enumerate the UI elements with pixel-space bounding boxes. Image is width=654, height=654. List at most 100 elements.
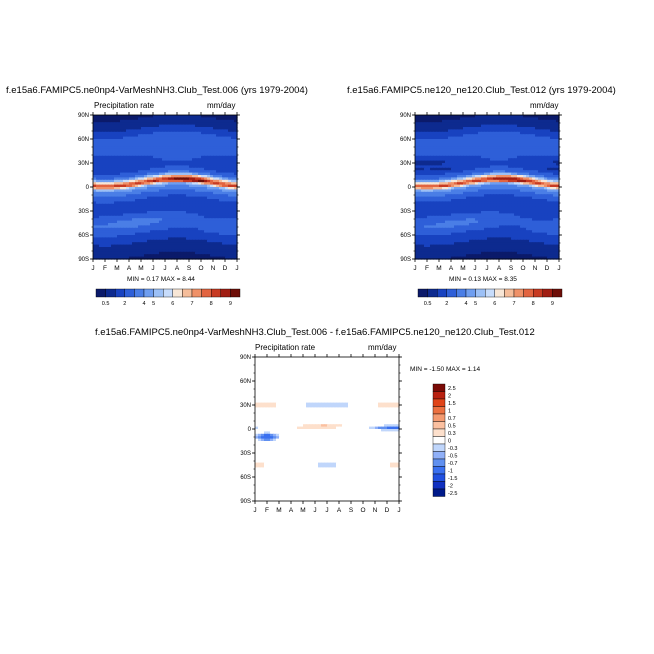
heatmap-cell	[144, 239, 148, 243]
heatmap-cell	[475, 201, 479, 205]
heatmap-cell	[538, 141, 542, 145]
heatmap-cell	[469, 211, 473, 214]
heatmap-cell	[469, 172, 473, 176]
heatmap-cell	[421, 165, 425, 169]
heatmap-cell	[418, 143, 422, 147]
heatmap-cell	[219, 237, 223, 241]
heatmap-cell	[174, 179, 178, 183]
heatmap-cell	[231, 220, 235, 224]
heatmap-cell	[442, 127, 446, 130]
heatmap-cell	[96, 237, 100, 241]
colorbar-swatch	[115, 288, 126, 298]
heatmap-cell	[481, 131, 485, 135]
heatmap-cell	[123, 143, 127, 147]
heatmap-cell	[201, 172, 205, 176]
colorbar-label: 6	[171, 301, 174, 307]
heatmap-cell	[460, 167, 464, 171]
heatmap-cell	[129, 184, 133, 188]
heatmap-cell	[228, 165, 232, 169]
heatmap-cell	[472, 175, 476, 178]
heatmap-cell	[168, 251, 172, 255]
heatmap-cell	[526, 208, 530, 212]
heatmap-cell	[114, 175, 118, 178]
heatmap-cell	[126, 239, 130, 243]
heatmap-cell	[427, 194, 431, 198]
heatmap-cell	[141, 230, 145, 234]
heatmap-cell	[117, 213, 121, 217]
heatmap-cell	[460, 119, 464, 123]
heatmap-cell	[457, 211, 461, 214]
heatmap-cell	[445, 165, 449, 169]
heatmap-cell	[204, 167, 208, 171]
heatmap-cell	[484, 124, 488, 128]
heatmap-cell	[481, 146, 485, 150]
heatmap-cell	[162, 127, 166, 130]
heatmap-cell	[129, 131, 133, 135]
heatmap-cell	[123, 153, 127, 157]
heatmap-cell	[180, 218, 184, 222]
heatmap-cell	[111, 119, 115, 123]
heatmap-cell	[508, 206, 512, 210]
heatmap-cell	[418, 213, 422, 217]
heatmap-cell	[126, 160, 130, 164]
heatmap-cell	[135, 218, 139, 222]
heatmap-cell	[132, 203, 136, 207]
heatmap-cell	[159, 191, 163, 195]
heatmap-cell	[156, 172, 160, 176]
heatmap-cell	[180, 127, 184, 130]
heatmap-cell	[138, 220, 142, 224]
heatmap-cell	[439, 199, 443, 202]
heatmap-cell	[204, 177, 208, 181]
heatmap-cell	[93, 220, 97, 224]
heatmap-cell	[171, 136, 175, 140]
heatmap-cell	[484, 160, 488, 164]
heatmap-cell	[231, 143, 235, 147]
heatmap-cell	[207, 153, 211, 157]
heatmap-cell	[186, 194, 190, 198]
heatmap-cell	[436, 139, 440, 142]
heatmap-cell	[96, 119, 100, 123]
heatmap-cell	[439, 136, 443, 140]
heatmap-cell	[496, 122, 500, 126]
heatmap-cell	[96, 167, 100, 171]
heatmap-cell	[150, 196, 154, 200]
heatmap-cell	[159, 206, 163, 210]
heatmap-cell	[556, 167, 560, 171]
heatmap-cell	[96, 254, 100, 258]
heatmap-cell	[201, 177, 205, 181]
heatmap-cell	[129, 122, 133, 126]
heatmap-cell	[108, 124, 112, 128]
heatmap-cell	[529, 191, 533, 195]
heatmap-cell	[162, 227, 166, 231]
heatmap-cell	[439, 155, 443, 159]
heatmap-cell	[499, 182, 503, 186]
heatmap-cell	[523, 160, 527, 164]
heatmap-cell	[529, 136, 533, 140]
heatmap-cell	[129, 182, 133, 186]
heatmap-cell	[144, 199, 148, 202]
heatmap-cell	[108, 189, 112, 193]
heatmap-cell	[195, 251, 199, 255]
heatmap-cell	[463, 151, 467, 154]
heatmap-cell	[538, 189, 542, 193]
heatmap-cell	[195, 134, 199, 138]
heatmap-cell	[150, 160, 154, 164]
heatmap-cell	[195, 218, 199, 222]
heatmap-cell	[415, 129, 419, 133]
heatmap-cell	[526, 151, 530, 154]
heatmap-cell	[502, 165, 506, 169]
heatmap-cell	[472, 184, 476, 188]
heatmap-cell	[511, 182, 515, 186]
heatmap-cell	[424, 211, 428, 214]
heatmap-cell	[99, 244, 103, 248]
heatmap-cell	[111, 122, 115, 126]
heatmap-cell	[487, 146, 491, 150]
heatmap-cell	[114, 189, 118, 193]
heatmap-cell	[228, 215, 232, 219]
heatmap-cell	[216, 211, 220, 214]
heatmap-cell	[135, 187, 139, 190]
heatmap-cell	[213, 247, 217, 250]
heatmap-cell	[544, 182, 548, 186]
heatmap-cell	[123, 213, 127, 217]
heatmap-cell	[553, 127, 557, 130]
